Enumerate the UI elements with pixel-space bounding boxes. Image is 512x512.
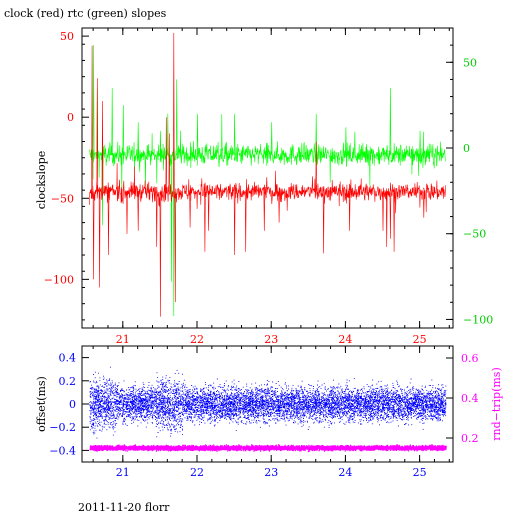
bottom-ytick-left-label: 0.4 bbox=[59, 352, 77, 365]
top-xtick-label: 21 bbox=[116, 333, 130, 346]
top-ytick-right-label: −50 bbox=[463, 228, 486, 241]
blue-offset-points bbox=[89, 366, 447, 439]
top-panel: 21 22 23 24 25 50 0 −50 −100 50 0 −50 −100 clockslop… bbox=[35, 27, 493, 346]
top-ytick-left-label: −100 bbox=[44, 273, 74, 286]
green-rtc-slope-line bbox=[89, 45, 446, 317]
bottom-ytick-right-label: 0.6 bbox=[461, 352, 479, 365]
top-xtick-label: 24 bbox=[338, 333, 352, 346]
top-axes: 21 22 23 24 25 50 0 −50 −100 50 0 −50 −100 bbox=[44, 28, 493, 346]
top-ylabel: clockslope bbox=[35, 151, 48, 209]
top-series bbox=[89, 32, 446, 317]
bottom-ytick-right-label: 0.4 bbox=[461, 392, 479, 405]
top-xtick-label: 22 bbox=[190, 333, 204, 346]
top-xtick-label: 23 bbox=[264, 333, 278, 346]
bottom-xtick-label: 24 bbox=[338, 466, 352, 479]
bottom-series bbox=[89, 366, 447, 453]
bottom-xtick-label: 23 bbox=[264, 466, 278, 479]
top-ytick-left-label: −50 bbox=[51, 192, 74, 205]
bottom-panel: 21 22 23 24 25 0.4 0.2 0 −0.2 −0.4 0.6 0.4 0.2 offse… bbox=[35, 345, 503, 479]
bottom-ylabel-right: rnd−trip(ms) bbox=[490, 367, 503, 441]
magenta-roundtrip-points bbox=[89, 444, 447, 453]
top-ytick-right-label: −100 bbox=[463, 313, 493, 326]
red-clock-slope-line bbox=[89, 32, 446, 317]
footer-label: 2011-11-20 florr bbox=[78, 501, 170, 512]
bottom-xtick-label: 21 bbox=[116, 466, 130, 479]
bottom-ytick-left-label: −0.4 bbox=[49, 444, 76, 457]
bottom-ytick-right-label: 0.2 bbox=[461, 432, 479, 445]
bottom-ytick-left-label: 0 bbox=[69, 398, 76, 411]
bottom-ytick-left-label: 0.2 bbox=[59, 375, 77, 388]
top-ytick-right-label: 50 bbox=[463, 56, 477, 69]
bottom-ylabel-left: offset(ms) bbox=[35, 376, 48, 432]
top-ytick-left-label: 50 bbox=[60, 30, 74, 43]
top-ytick-left-label: 0 bbox=[67, 111, 74, 124]
top-xtick-label: 25 bbox=[413, 333, 427, 346]
chart-title: clock (red) rtc (green) slopes bbox=[4, 7, 167, 20]
top-plot-frame bbox=[81, 27, 454, 329]
bottom-axes: 21 22 23 24 25 0.4 0.2 0 −0.2 −0.4 0.6 0.4 0.2 bbox=[49, 346, 479, 479]
top-ytick-right-label: 0 bbox=[463, 142, 470, 155]
bottom-xtick-label: 22 bbox=[190, 466, 204, 479]
bottom-xtick-label: 25 bbox=[413, 466, 427, 479]
bottom-ytick-left-label: −0.2 bbox=[49, 421, 76, 434]
